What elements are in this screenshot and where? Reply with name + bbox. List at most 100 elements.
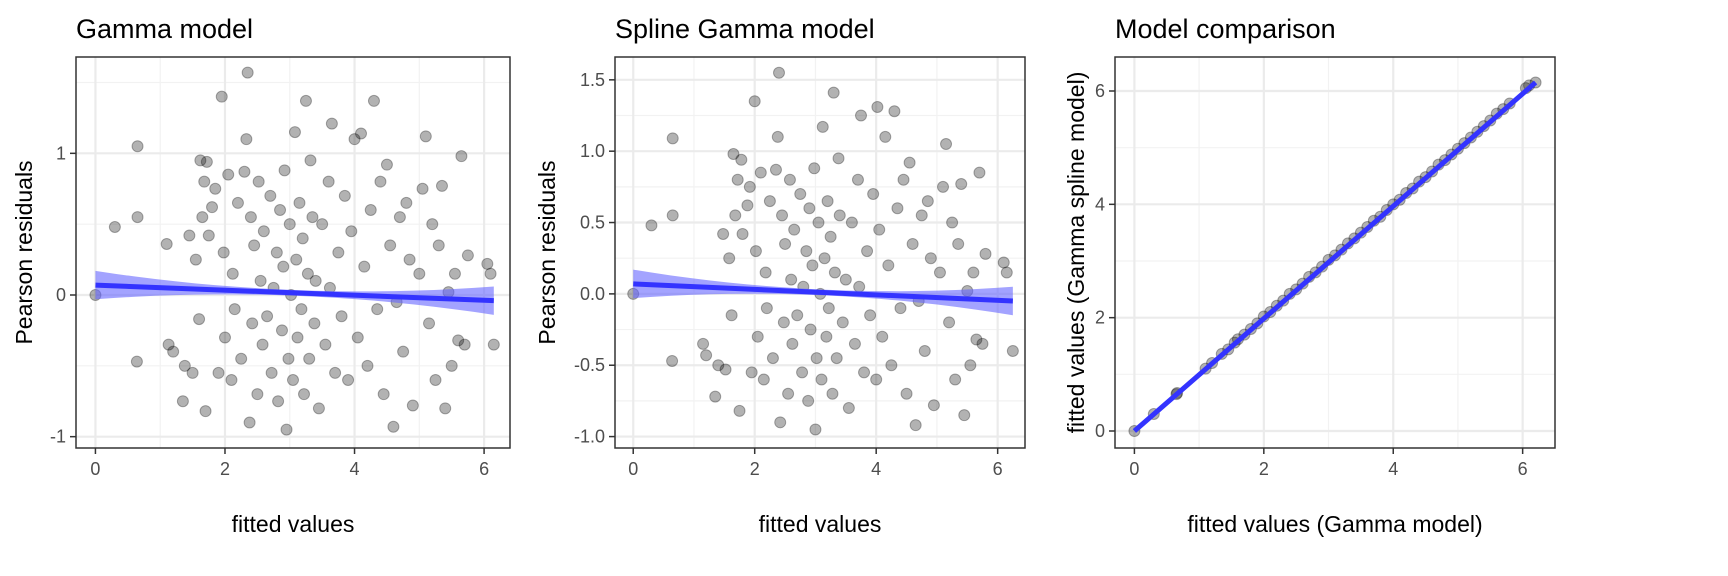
data-point [384,239,397,252]
data-point [845,216,858,229]
data-point [400,196,413,209]
data-point [970,333,983,346]
data-point [709,390,722,403]
y-tick-label: 2 [1095,308,1105,328]
data-point [808,162,821,175]
data-point [240,133,253,146]
plot-area [89,66,500,436]
data-point [257,225,270,238]
data-point [816,120,829,133]
data-point [277,260,290,273]
data-point [439,402,452,415]
data-point [202,229,215,242]
data-point [301,267,314,280]
data-point [848,337,861,350]
data-point [397,345,410,358]
data-point [946,216,959,229]
y-tick-label: 0 [1095,421,1105,441]
data-point [265,366,278,379]
data-point [885,359,898,372]
x-axis-label: fitted values [232,511,355,537]
data-point [448,267,461,280]
data-point [731,173,744,186]
data-point [199,405,212,418]
data-point [952,237,965,250]
data-point [261,310,274,323]
data-point [803,202,816,215]
data-point [426,218,439,231]
data-point [338,189,351,202]
data-point [226,267,239,280]
data-point [906,237,919,250]
data-point [788,223,801,236]
data-point [757,373,770,386]
data-point [842,402,855,415]
data-point [481,257,494,270]
data-point [824,230,837,243]
data-point [322,175,335,188]
data-point [943,316,956,329]
data-point [275,324,288,337]
data-point [455,150,468,163]
data-point [194,154,207,167]
data-point [645,219,658,232]
data-point [727,148,740,161]
y-tick-label: -1 [50,427,66,447]
data-point [882,259,895,272]
data-point [815,373,828,386]
data-point [252,175,265,188]
data-point [244,211,257,224]
data-point [393,211,406,224]
data-point [361,359,374,372]
data-point [937,180,949,193]
y-tick-label: 6 [1095,81,1105,101]
y-tick-label: -0.5 [574,355,605,375]
data-point [782,387,795,400]
y-axis-label: Pearson residuals [11,160,37,344]
data-point [217,246,230,259]
data-point [231,196,244,209]
y-axis-label: fitted values (Gamma spline model) [1063,72,1089,434]
data-point [198,175,211,188]
data-point [802,394,815,407]
x-tick-label: 0 [1129,459,1139,479]
data-point [955,178,968,191]
data-point [879,130,892,143]
data-point [371,303,384,316]
data-point [888,105,901,118]
data-point [836,316,849,329]
data-point [723,252,736,265]
data-point [243,416,256,429]
data-point [810,352,823,365]
data-point [131,211,144,224]
data-point [964,359,977,372]
data-point [209,182,222,195]
data-point [867,187,880,200]
data-point [308,317,321,330]
data-point [248,239,261,252]
data-point [666,209,679,222]
y-tick-label: 0.0 [580,284,605,304]
y-tick-label: 1 [56,143,66,163]
data-point [894,302,907,315]
data-point [903,156,916,169]
data-point [921,195,934,208]
data-point [419,130,432,143]
data-point [791,309,804,322]
x-tick-label: 4 [350,459,360,479]
panel-border [75,56,511,449]
data-point [403,253,416,266]
data-point [915,209,928,222]
data-point [178,359,191,372]
data-point [167,345,180,358]
data-point [743,180,756,193]
data-point [130,355,143,368]
data-point [218,331,231,344]
data-point [828,266,841,279]
x-tick-label: 6 [993,459,1003,479]
data-point [783,173,796,186]
data-point [423,317,436,330]
data-point [312,402,325,415]
panel-title: Spline Gamma model [615,14,875,44]
